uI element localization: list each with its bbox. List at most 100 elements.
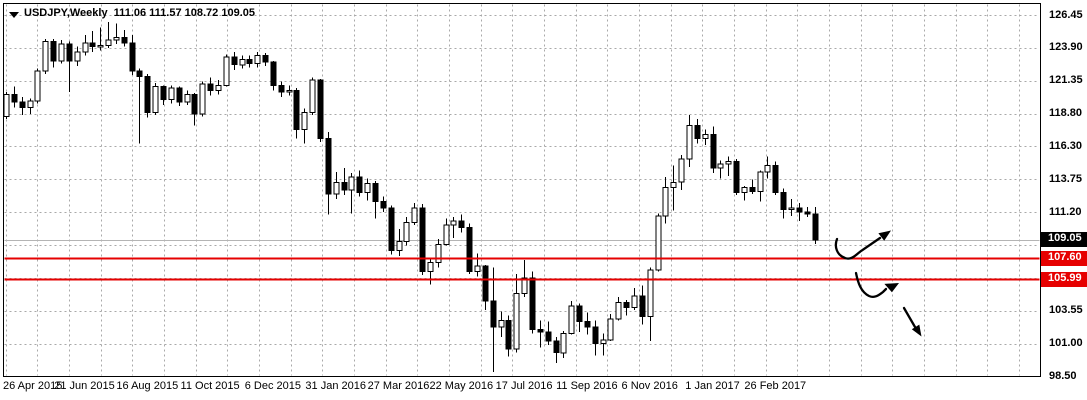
price-label: 126.45 (1049, 8, 1083, 21)
candle (741, 186, 748, 201)
price-label: 121.35 (1049, 74, 1083, 87)
trend-arrow[interactable] (854, 271, 899, 298)
candle (513, 274, 520, 353)
candle (309, 77, 316, 116)
date-label: 26 Feb 2017 (744, 380, 807, 392)
level-107.60-tag: 107.60 (1041, 251, 1087, 266)
date-label: 1 Jan 2017 (685, 380, 740, 392)
plot-frame (3, 3, 1041, 377)
ohlc-info: USDJPY,Weekly 111.06 111.57 108.72 109.0… (24, 7, 255, 19)
candle (686, 115, 693, 167)
candle (749, 179, 756, 194)
candle (584, 312, 591, 335)
candle (662, 177, 669, 224)
candle (74, 46, 81, 66)
candle (89, 31, 96, 52)
candle (498, 311, 505, 338)
date-label: 27 Mar 2016 (367, 380, 430, 392)
candle (144, 73, 151, 118)
candle (607, 314, 614, 342)
candle (231, 51, 238, 70)
candle (419, 204, 426, 276)
candle (105, 22, 112, 48)
candle (403, 217, 410, 246)
date-label: 11 Oct 2015 (180, 380, 240, 392)
candle (176, 86, 183, 107)
trend-arrow[interactable] (902, 306, 922, 337)
candle (694, 119, 701, 144)
price-label: 116.30 (1049, 139, 1083, 152)
date-label: 22 May 2016 (429, 380, 494, 392)
trend-arrow[interactable] (834, 230, 891, 260)
candle (710, 126, 717, 174)
arrow-head (884, 283, 899, 293)
candle (50, 38, 57, 68)
candle (411, 202, 418, 225)
candle (191, 93, 198, 126)
date-label: 21 Jun 2015 (54, 380, 115, 392)
candle (670, 165, 677, 211)
candle (521, 259, 528, 298)
candle (623, 299, 630, 316)
candle (764, 156, 771, 179)
price-label: 98.50 (1049, 369, 1077, 382)
price-label: 111.20 (1049, 205, 1082, 218)
candle (600, 333, 607, 356)
candle (168, 85, 175, 104)
price-label: 118.80 (1049, 107, 1083, 120)
candle (27, 98, 34, 114)
candle (545, 321, 552, 345)
candle (702, 129, 709, 145)
candle (286, 85, 293, 96)
candle (576, 303, 583, 333)
candle (239, 55, 246, 69)
candle (184, 90, 191, 105)
date-label: 17 Jul 2016 (495, 380, 553, 392)
candle (82, 35, 89, 56)
price-label: 103.55 (1049, 304, 1083, 317)
level-105.99-tag: 105.99 (1041, 271, 1087, 287)
candle (341, 168, 348, 196)
candle (215, 80, 222, 95)
candle (11, 86, 18, 108)
price-axis (1041, 0, 1087, 377)
candle (592, 320, 599, 356)
candle (207, 77, 214, 96)
candle (34, 68, 41, 104)
candle (254, 51, 261, 68)
date-label: 6 Nov 2016 (621, 380, 678, 392)
candle (568, 301, 575, 335)
date-label: 31 Jan 2016 (305, 380, 366, 392)
time-axis (0, 377, 1087, 400)
candle (788, 199, 795, 216)
date-label: 26 Apr 2015 (3, 380, 63, 392)
candle (348, 173, 355, 214)
candle (647, 267, 654, 342)
candle (725, 156, 732, 176)
candle (333, 171, 340, 199)
candle (772, 161, 779, 196)
candle (223, 54, 230, 87)
current-price-tag: 109.05 (1041, 232, 1087, 248)
candle (380, 196, 387, 212)
candle (427, 258, 434, 285)
candle (560, 330, 567, 358)
candle (717, 160, 724, 179)
candle (58, 40, 65, 64)
candle (325, 131, 332, 215)
candle (270, 60, 277, 91)
candle (301, 108, 308, 144)
candle (97, 27, 104, 51)
candle (812, 207, 819, 244)
candle (655, 213, 662, 272)
candle (121, 29, 128, 47)
date-label: 6 Dec 2015 (244, 380, 302, 392)
candle (615, 297, 622, 321)
candle (796, 202, 803, 221)
candle (780, 188, 787, 219)
candle (364, 178, 371, 201)
candle (152, 82, 159, 116)
candle (490, 267, 497, 373)
candle (278, 81, 285, 97)
